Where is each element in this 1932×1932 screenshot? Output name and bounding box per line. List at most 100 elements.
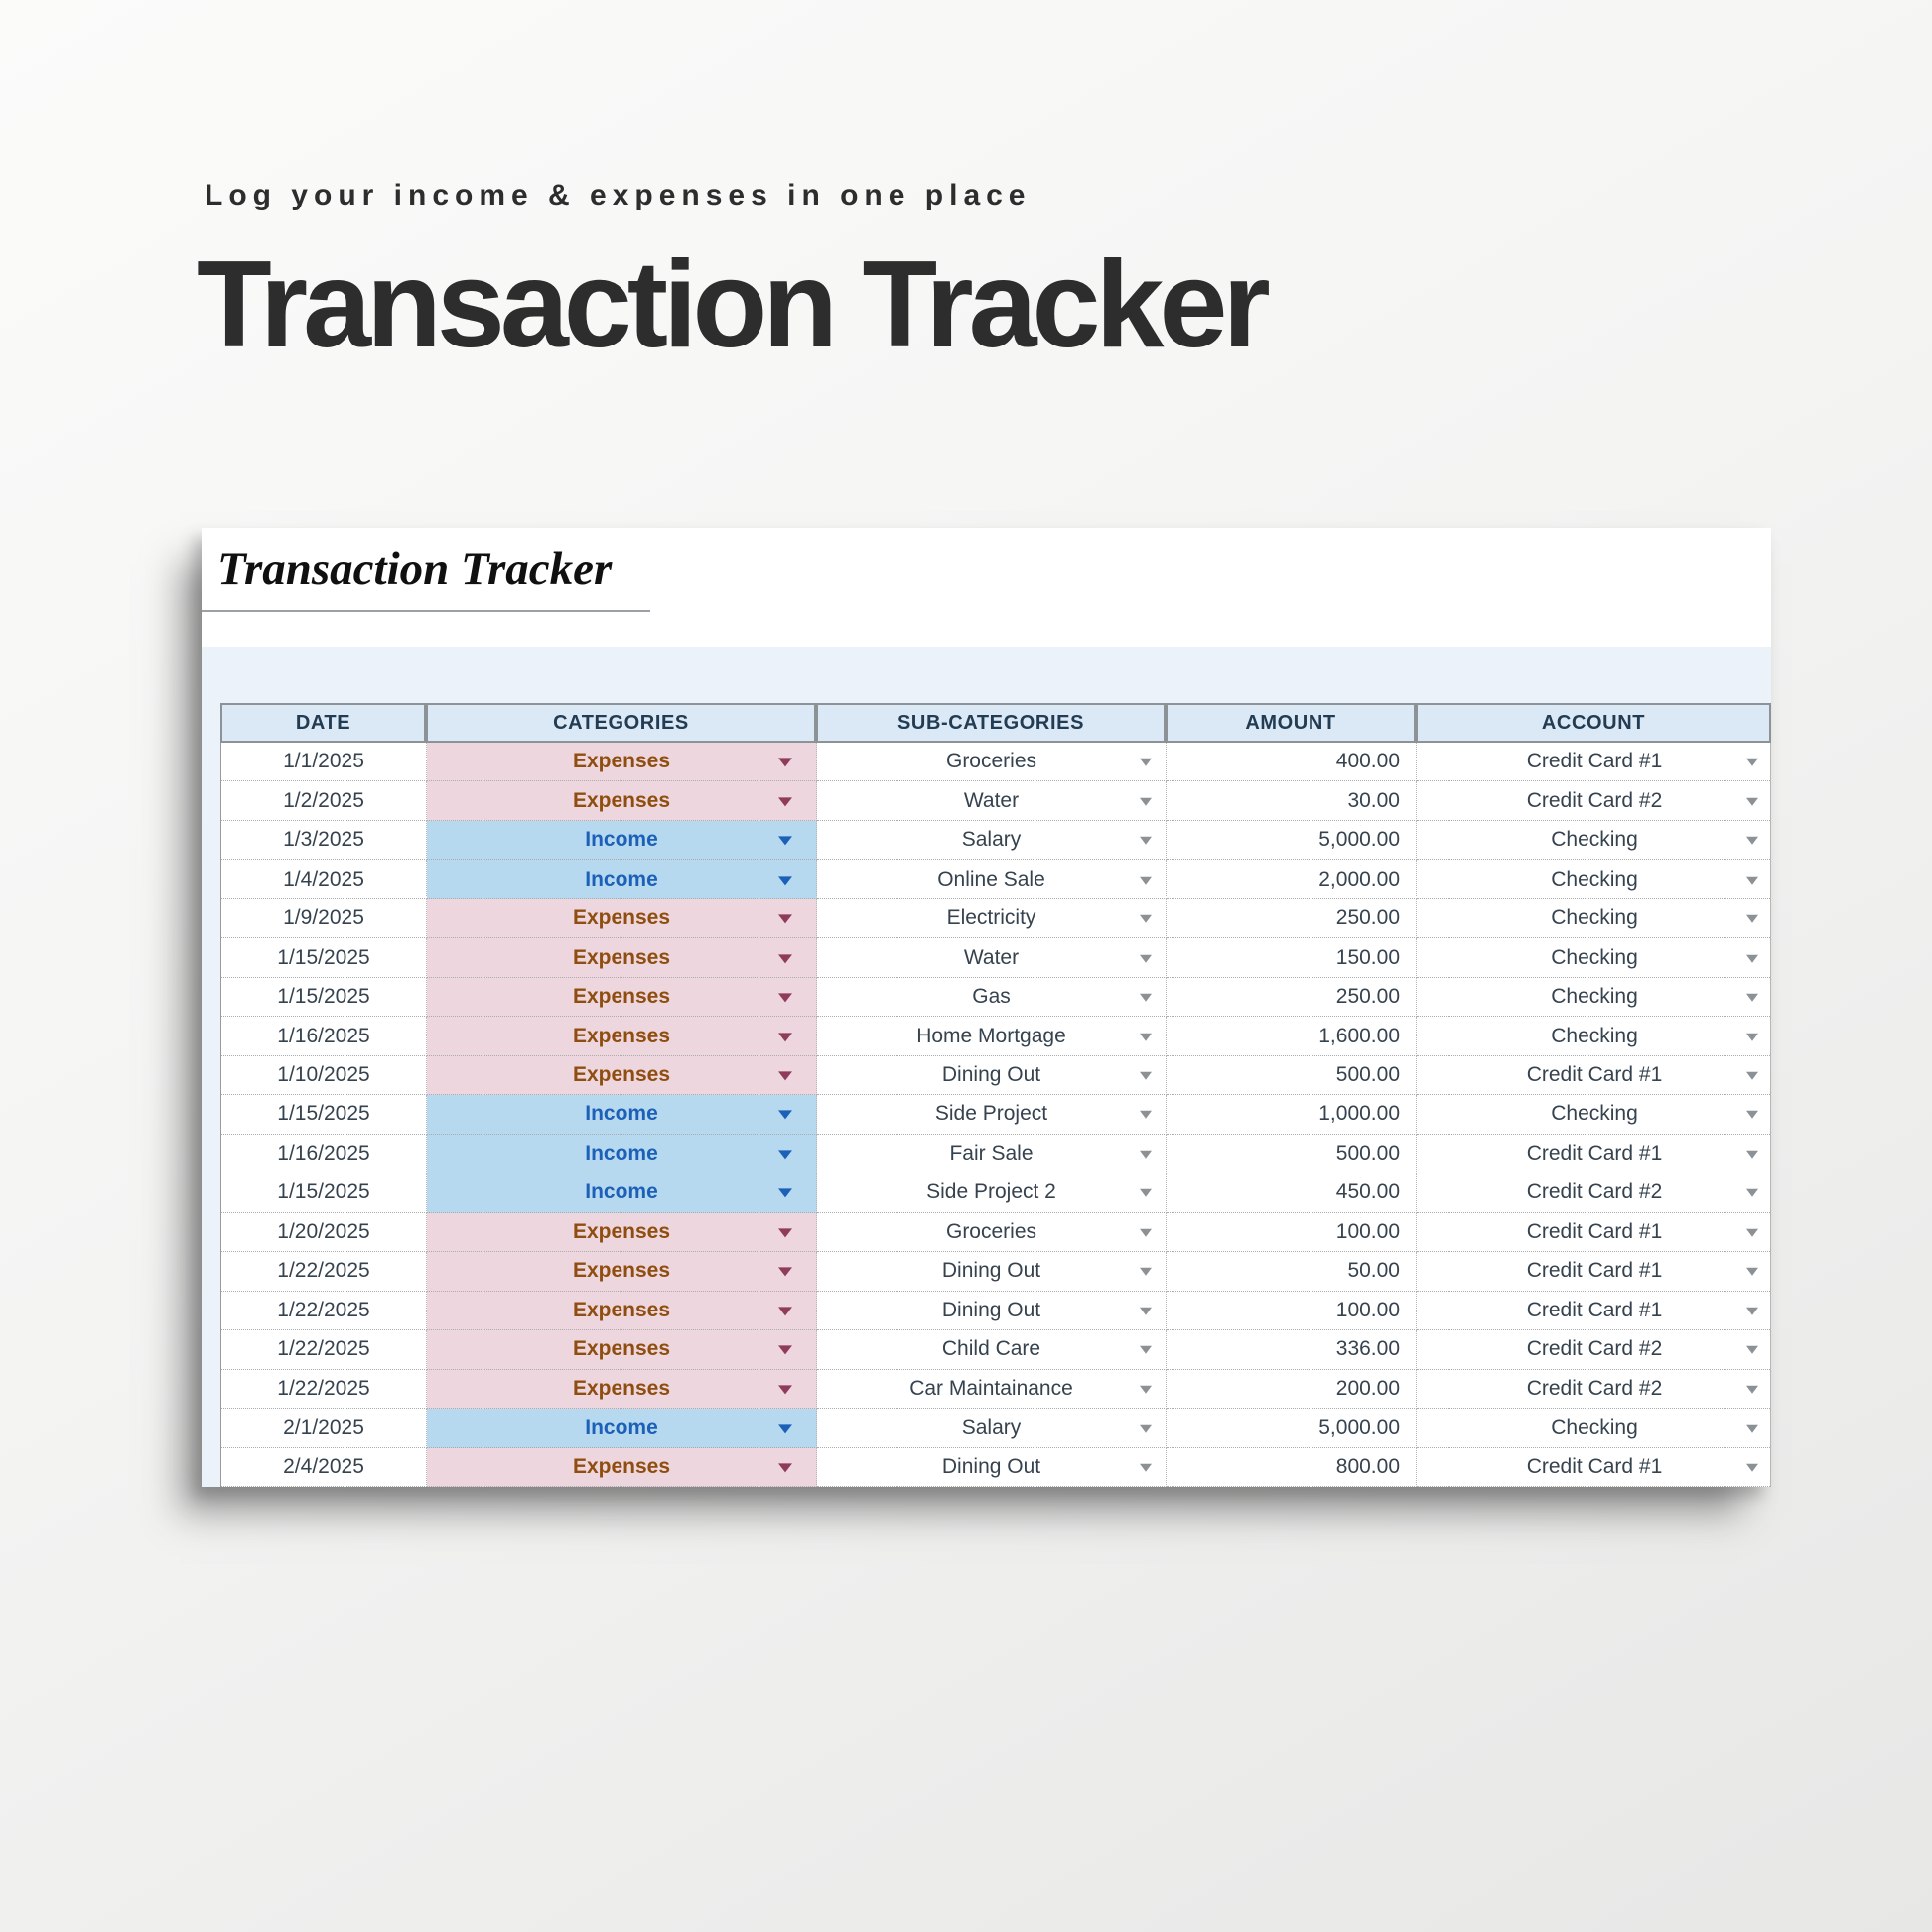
account-cell[interactable]: Credit Card #2 xyxy=(1417,781,1771,821)
chevron-down-icon[interactable] xyxy=(1746,797,1758,806)
account-cell[interactable]: Checking xyxy=(1417,899,1771,939)
category-cell[interactable]: Expenses xyxy=(427,1330,817,1370)
chevron-down-icon[interactable] xyxy=(1140,1150,1152,1159)
chevron-down-icon[interactable] xyxy=(1746,1071,1758,1080)
chevron-down-icon[interactable] xyxy=(778,1463,792,1473)
chevron-down-icon[interactable] xyxy=(778,914,792,924)
chevron-down-icon[interactable] xyxy=(1746,1268,1758,1277)
chevron-down-icon[interactable] xyxy=(1746,876,1758,885)
column-header-categories[interactable]: CATEGORIES xyxy=(426,703,816,743)
chevron-down-icon[interactable] xyxy=(778,1228,792,1238)
subcategory-cell[interactable]: Salary xyxy=(817,820,1167,861)
amount-cell[interactable]: 150.00 xyxy=(1167,938,1417,978)
chevron-down-icon[interactable] xyxy=(1140,1268,1152,1277)
account-cell[interactable]: Credit Card #1 xyxy=(1417,1135,1771,1174)
chevron-down-icon[interactable] xyxy=(778,1110,792,1120)
category-cell[interactable]: Expenses xyxy=(427,1291,817,1331)
chevron-down-icon[interactable] xyxy=(1746,993,1758,1002)
chevron-down-icon[interactable] xyxy=(778,993,792,1003)
account-cell[interactable]: Checking xyxy=(1417,1409,1771,1449)
chevron-down-icon[interactable] xyxy=(1746,954,1758,963)
chevron-down-icon[interactable] xyxy=(1140,1189,1152,1198)
account-cell[interactable]: Credit Card #1 xyxy=(1417,1056,1771,1096)
category-cell[interactable]: Expenses xyxy=(427,1369,817,1409)
chevron-down-icon[interactable] xyxy=(778,1032,792,1041)
account-cell[interactable]: Checking xyxy=(1417,978,1771,1018)
category-cell[interactable]: Expenses xyxy=(427,977,817,1018)
amount-cell[interactable]: 1,600.00 xyxy=(1167,1017,1417,1056)
subcategory-cell[interactable]: Home Mortgage xyxy=(817,1017,1167,1056)
account-cell[interactable]: Checking xyxy=(1417,938,1771,978)
subcategory-cell[interactable]: Groceries xyxy=(817,1212,1167,1253)
chevron-down-icon[interactable] xyxy=(1746,759,1758,767)
category-cell[interactable]: Income xyxy=(427,1173,817,1213)
chevron-down-icon[interactable] xyxy=(1140,836,1152,845)
chevron-down-icon[interactable] xyxy=(778,758,792,767)
date-cell[interactable]: 1/15/2025 xyxy=(221,1095,427,1135)
chevron-down-icon[interactable] xyxy=(1746,914,1758,923)
amount-cell[interactable]: 250.00 xyxy=(1167,977,1417,1018)
amount-cell[interactable]: 2,000.00 xyxy=(1167,860,1417,899)
amount-cell[interactable]: 5,000.00 xyxy=(1167,820,1417,861)
chevron-down-icon[interactable] xyxy=(778,797,792,807)
subcategory-cell[interactable]: Salary xyxy=(817,1408,1167,1449)
date-cell[interactable]: 1/20/2025 xyxy=(221,1212,427,1253)
date-cell[interactable]: 1/1/2025 xyxy=(221,743,427,782)
subcategory-cell[interactable]: Gas xyxy=(817,977,1167,1018)
account-cell[interactable]: Checking xyxy=(1417,821,1771,861)
chevron-down-icon[interactable] xyxy=(1140,954,1152,963)
chevron-down-icon[interactable] xyxy=(1746,1033,1758,1041)
category-cell[interactable]: Expenses xyxy=(427,743,817,782)
subcategory-cell[interactable]: Dining Out xyxy=(817,1252,1167,1292)
chevron-down-icon[interactable] xyxy=(1746,1385,1758,1394)
account-cell[interactable]: Credit Card #1 xyxy=(1417,743,1771,782)
column-header-date[interactable]: DATE xyxy=(220,703,426,743)
subcategory-cell[interactable]: Online Sale xyxy=(817,860,1167,899)
account-cell[interactable]: Credit Card #2 xyxy=(1417,1330,1771,1370)
subcategory-cell[interactable]: Dining Out xyxy=(817,1055,1167,1096)
column-header-amount[interactable]: AMOUNT xyxy=(1166,703,1416,743)
date-cell[interactable]: 1/15/2025 xyxy=(221,938,427,978)
category-cell[interactable]: Expenses xyxy=(427,1055,817,1096)
chevron-down-icon[interactable] xyxy=(1140,993,1152,1002)
amount-cell[interactable]: 30.00 xyxy=(1167,781,1417,821)
chevron-down-icon[interactable] xyxy=(1140,1071,1152,1080)
category-cell[interactable]: Expenses xyxy=(427,1017,817,1056)
category-cell[interactable]: Expenses xyxy=(427,1252,817,1292)
chevron-down-icon[interactable] xyxy=(778,1150,792,1160)
chevron-down-icon[interactable] xyxy=(778,1071,792,1081)
date-cell[interactable]: 1/15/2025 xyxy=(221,977,427,1018)
chevron-down-icon[interactable] xyxy=(1746,836,1758,845)
chevron-down-icon[interactable] xyxy=(1746,1463,1758,1472)
chevron-down-icon[interactable] xyxy=(778,1345,792,1355)
subcategory-cell[interactable]: Water xyxy=(817,938,1167,978)
chevron-down-icon[interactable] xyxy=(778,953,792,963)
subcategory-cell[interactable]: Child Care xyxy=(817,1330,1167,1370)
amount-cell[interactable]: 100.00 xyxy=(1167,1212,1417,1253)
amount-cell[interactable]: 50.00 xyxy=(1167,1252,1417,1292)
account-cell[interactable]: Credit Card #2 xyxy=(1417,1370,1771,1409)
category-cell[interactable]: Expenses xyxy=(427,1448,817,1487)
date-cell[interactable]: 2/4/2025 xyxy=(221,1448,427,1487)
chevron-down-icon[interactable] xyxy=(1140,1463,1152,1472)
subcategory-cell[interactable]: Electricity xyxy=(817,898,1167,939)
category-cell[interactable]: Expenses xyxy=(427,781,817,821)
chevron-down-icon[interactable] xyxy=(1140,797,1152,806)
chevron-down-icon[interactable] xyxy=(1140,1425,1152,1434)
account-cell[interactable]: Credit Card #2 xyxy=(1417,1173,1771,1213)
chevron-down-icon[interactable] xyxy=(778,1307,792,1316)
subcategory-cell[interactable]: Fair Sale xyxy=(817,1134,1167,1174)
subcategory-cell[interactable]: Side Project xyxy=(817,1095,1167,1135)
chevron-down-icon[interactable] xyxy=(1140,1033,1152,1041)
date-cell[interactable]: 2/1/2025 xyxy=(221,1408,427,1449)
date-cell[interactable]: 1/4/2025 xyxy=(221,860,427,899)
chevron-down-icon[interactable] xyxy=(778,1385,792,1395)
date-cell[interactable]: 1/22/2025 xyxy=(221,1252,427,1292)
chevron-down-icon[interactable] xyxy=(1746,1111,1758,1120)
amount-cell[interactable]: 1,000.00 xyxy=(1167,1095,1417,1135)
category-cell[interactable]: Income xyxy=(427,1095,817,1135)
column-header-account[interactable]: ACCOUNT xyxy=(1416,703,1771,743)
category-cell[interactable]: Expenses xyxy=(427,898,817,939)
column-header-subcategories[interactable]: SUB-CATEGORIES xyxy=(816,703,1166,743)
category-cell[interactable]: Income xyxy=(427,820,817,861)
